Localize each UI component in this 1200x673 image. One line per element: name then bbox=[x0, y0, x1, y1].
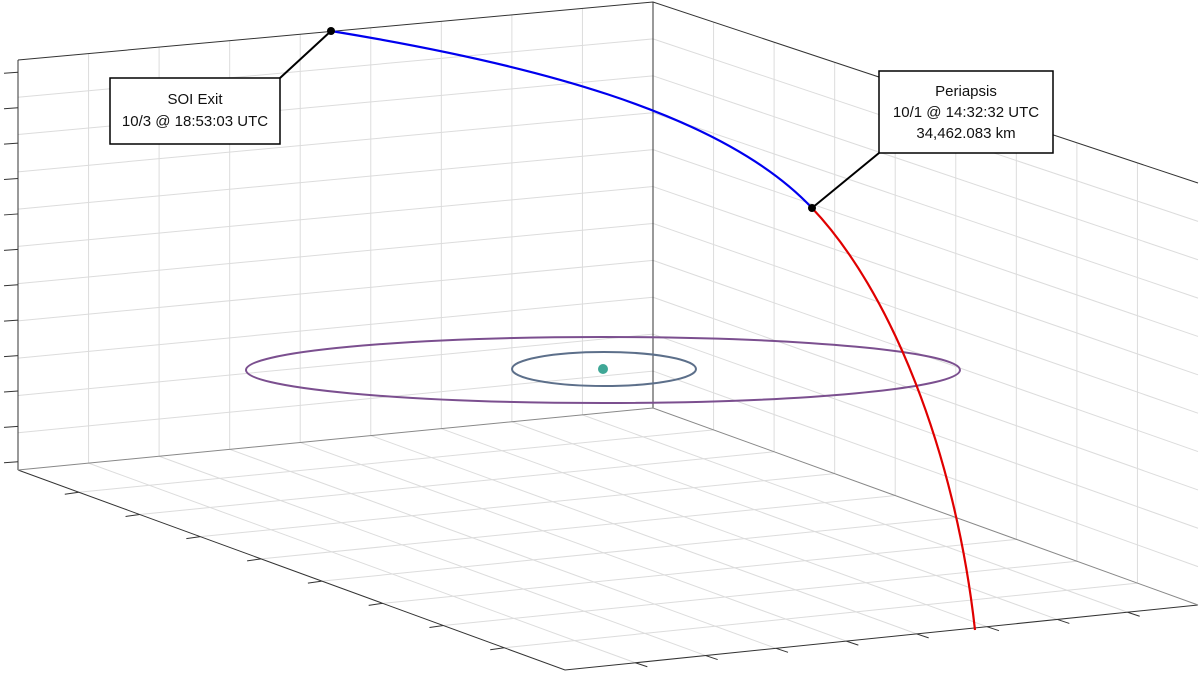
annotation: Periapsis 10/1 @ 14:32:32 UTC 34,462.083… bbox=[878, 70, 1054, 154]
tick bbox=[1127, 611, 1140, 617]
grid-line bbox=[652, 296, 1199, 491]
annotation-text: 10/3 @ 18:53:03 UTC bbox=[122, 113, 268, 130]
grid-line bbox=[17, 259, 654, 322]
grid-line bbox=[17, 112, 654, 173]
grid-line bbox=[511, 421, 1058, 620]
inbound-trajectory bbox=[811, 207, 977, 631]
outbound-trajectory bbox=[330, 29, 813, 209]
grid-line bbox=[652, 222, 1199, 414]
tick bbox=[3, 107, 19, 110]
grid-line bbox=[17, 333, 654, 396]
tick bbox=[64, 491, 79, 495]
annotation-text: Periapsis bbox=[935, 83, 997, 100]
tick bbox=[3, 178, 19, 181]
tick bbox=[186, 536, 201, 540]
grid-line bbox=[370, 435, 917, 635]
marker bbox=[327, 27, 335, 35]
grid bbox=[17, 8, 1199, 664]
annotation-text: SOI Exit bbox=[167, 91, 223, 108]
grid-line bbox=[139, 451, 775, 515]
grid-line bbox=[652, 370, 1199, 568]
grid-line bbox=[321, 516, 956, 582]
central-body bbox=[598, 364, 608, 374]
leader-line bbox=[279, 30, 332, 79]
tick bbox=[3, 213, 19, 216]
tick bbox=[705, 655, 718, 661]
box-edge bbox=[17, 469, 1199, 671]
tick bbox=[3, 425, 19, 428]
grid-line bbox=[443, 560, 1077, 627]
tick bbox=[3, 355, 19, 358]
ticks bbox=[3, 71, 1140, 668]
tick bbox=[775, 647, 789, 653]
leader-line bbox=[811, 152, 880, 209]
tick bbox=[368, 602, 383, 606]
tick bbox=[490, 647, 505, 651]
grid-line bbox=[88, 462, 636, 664]
outer-orbit bbox=[245, 336, 961, 404]
grid-line bbox=[17, 296, 654, 359]
box-edge bbox=[17, 407, 1199, 606]
grid-line bbox=[382, 538, 1017, 604]
inner-orbit bbox=[511, 351, 697, 387]
tick bbox=[3, 248, 19, 251]
grid-line bbox=[229, 448, 777, 649]
grid-line bbox=[261, 495, 896, 560]
grid-line bbox=[652, 333, 1199, 529]
grid-line bbox=[652, 149, 1199, 337]
tick bbox=[916, 633, 929, 639]
tick bbox=[3, 390, 19, 393]
annotation-text: 10/1 @ 14:32:32 UTC bbox=[893, 104, 1039, 121]
grid-line bbox=[17, 222, 654, 285]
tick bbox=[1057, 618, 1070, 624]
grid-line bbox=[441, 428, 988, 628]
tick bbox=[3, 71, 19, 74]
annotation-box bbox=[878, 70, 1054, 154]
grid-line bbox=[652, 186, 1199, 376]
tick bbox=[3, 319, 19, 322]
tick bbox=[247, 558, 262, 562]
grid-line bbox=[200, 473, 835, 538]
tick bbox=[3, 461, 19, 464]
grid-line bbox=[158, 455, 706, 657]
tick bbox=[3, 142, 19, 145]
tick bbox=[125, 513, 140, 517]
grid-line bbox=[78, 429, 714, 493]
tick bbox=[429, 625, 444, 629]
grid-line bbox=[652, 112, 1199, 299]
grid-line bbox=[504, 582, 1138, 649]
marker bbox=[808, 204, 816, 212]
grid-line bbox=[17, 149, 654, 210]
annotation-box bbox=[109, 77, 281, 145]
tick bbox=[846, 640, 859, 646]
grid-line bbox=[17, 186, 654, 247]
tick bbox=[3, 284, 19, 287]
tick bbox=[986, 626, 1000, 632]
grid-line bbox=[300, 441, 847, 642]
annotation: SOI Exit 10/3 @ 18:53:03 UTC bbox=[109, 77, 281, 145]
grid-line bbox=[652, 75, 1199, 261]
annotation-text: 34,462.083 km bbox=[916, 125, 1015, 142]
grid-line bbox=[582, 414, 1128, 613]
grid-line bbox=[17, 370, 654, 434]
tick bbox=[635, 662, 648, 668]
tick bbox=[307, 580, 322, 584]
